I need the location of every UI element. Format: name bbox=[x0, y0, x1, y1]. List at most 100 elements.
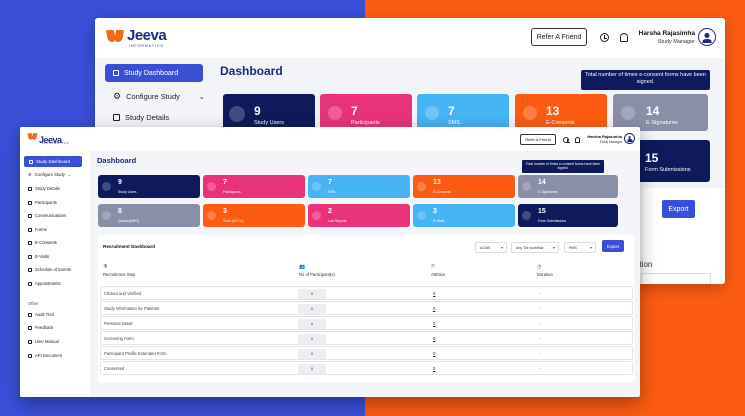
card-value: 15 bbox=[538, 208, 546, 215]
card-visits-ecoa[interactable]: 3 Visits (eCOA) bbox=[203, 204, 305, 227]
bell-icon[interactable] bbox=[620, 33, 628, 42]
card-study-users[interactable]: 9 Study Users bbox=[223, 94, 315, 131]
forms-icon bbox=[28, 227, 32, 232]
sidebar-item-participants[interactable]: Participants bbox=[28, 200, 57, 205]
card-label: Queues(eRO) bbox=[118, 219, 140, 223]
bell-icon[interactable] bbox=[575, 137, 580, 143]
export-button[interactable]: Export bbox=[602, 240, 624, 252]
row-attrition-link[interactable]: 0 bbox=[433, 320, 436, 326]
sidebar-item-label: Feedback bbox=[35, 325, 54, 330]
refer-friend-button[interactable]: Refer A Friend bbox=[520, 134, 556, 145]
e-signatures-tooltip: Total number of times e-consent forms ha… bbox=[522, 160, 604, 173]
sidebar-item-study-dashboard[interactable]: Study Dashboard bbox=[105, 64, 203, 82]
pms-select[interactable]: PMS bbox=[564, 242, 596, 253]
sidebar-item-label: Configure Study bbox=[34, 172, 65, 177]
form-submission-icon bbox=[522, 211, 531, 220]
sidebar-item-appointments[interactable]: Appointments bbox=[28, 281, 61, 286]
table-row: Participant Profile Extended Form 0 0 - bbox=[100, 346, 633, 360]
row-attrition-link[interactable]: 0 bbox=[433, 290, 436, 296]
row-duration: - bbox=[539, 350, 541, 356]
e-consent-icon bbox=[417, 182, 426, 191]
clock-icon[interactable] bbox=[563, 137, 570, 143]
card-lab-reports[interactable]: 2 Lab Reports bbox=[308, 204, 410, 227]
card-label: Visits (eCOA) bbox=[223, 219, 244, 223]
row-attrition-link[interactable]: 0 bbox=[433, 365, 436, 371]
card-value: 7 bbox=[448, 104, 455, 118]
card-label: E-Signatures bbox=[538, 190, 558, 194]
chevron-down-icon[interactable]: ⌄ bbox=[67, 172, 72, 177]
avatar[interactable] bbox=[698, 28, 716, 46]
sidebar-item-schedule-of-events[interactable]: Schedule of Events bbox=[28, 267, 71, 272]
participants-icon bbox=[328, 106, 342, 120]
sidebar-item-configure-study[interactable]: ⚙ Configure Study ⌄ bbox=[113, 91, 205, 102]
card-e-signatures[interactable]: 14 E-Signatures bbox=[613, 94, 708, 131]
sidebar-item-audit-trail[interactable]: Audit Trail bbox=[28, 312, 54, 317]
card-label: SMS bbox=[448, 120, 460, 126]
sidebar-item-e-visits[interactable]: E-Visits bbox=[28, 254, 49, 259]
row-attrition-link[interactable]: 0 bbox=[433, 335, 436, 341]
card-e-visits[interactable]: 3 E-Visits bbox=[413, 204, 515, 227]
card-participants[interactable]: 7 Participants bbox=[320, 94, 412, 131]
user-manual-icon bbox=[28, 339, 32, 344]
table-row: Study Information for Patients 0 0 - bbox=[100, 301, 633, 315]
card-label: Participants bbox=[351, 120, 380, 126]
card-value: 3 bbox=[433, 208, 437, 215]
sidebar-item-api-document[interactable]: API Document bbox=[28, 353, 62, 358]
card-value: 15 bbox=[645, 151, 659, 165]
row-attrition-link[interactable]: 0 bbox=[433, 305, 436, 311]
row-participants: 0 bbox=[298, 333, 326, 344]
chevron-down-icon[interactable]: ⌄ bbox=[198, 93, 205, 101]
sidebar-item-e-consents[interactable]: E-Consents bbox=[28, 240, 57, 245]
sidebar-item-communications[interactable]: Communications bbox=[28, 213, 66, 218]
refer-friend-button[interactable]: Refer A Friend bbox=[531, 28, 587, 46]
clock-icon[interactable] bbox=[600, 33, 609, 42]
row-step: Participant Profile Extended Form bbox=[104, 351, 167, 356]
sidebar-item-study-details[interactable]: Study Details bbox=[113, 113, 169, 122]
sidebar-item-feedback[interactable]: Feedback bbox=[28, 325, 53, 330]
front-window: Jeeva INFORMATICS Refer A Friend Harsha … bbox=[20, 127, 640, 397]
table-row: Personal Detail 0 0 - bbox=[100, 316, 633, 330]
brand-logo: Jeeva INFORMATICS bbox=[28, 132, 68, 148]
card-study-users[interactable]: 9 Study Users bbox=[98, 175, 200, 198]
site-select[interactable]: ACMS bbox=[475, 242, 507, 253]
card-participants[interactable]: 7 Participants bbox=[203, 175, 305, 198]
card-e-signatures[interactable]: 14 E-Signatures bbox=[518, 175, 618, 198]
card-label: Participants bbox=[223, 190, 241, 194]
row-step: Clicked and Verified bbox=[104, 291, 142, 296]
sidebar-item-study-details[interactable]: Study Details bbox=[28, 186, 60, 191]
avatar[interactable] bbox=[624, 133, 635, 144]
card-label: E-Signatures bbox=[646, 120, 678, 126]
row-participants: 0 bbox=[298, 288, 326, 299]
signature-icon bbox=[522, 182, 531, 191]
row-step: Personal Detail bbox=[104, 321, 133, 326]
card-value: 2 bbox=[328, 208, 332, 215]
row-step: Study Information for Patients bbox=[104, 306, 160, 311]
column-attrition: Attrition bbox=[431, 272, 446, 277]
duration-clock-icon: ◷ bbox=[537, 264, 542, 270]
sidebar-item-user-manual[interactable]: User Manual bbox=[28, 339, 59, 344]
card-sms[interactable]: 7 SMS bbox=[417, 94, 509, 131]
gear-icon: ⚙ bbox=[113, 91, 122, 101]
card-e-consents[interactable]: 13 E-Consents bbox=[413, 175, 515, 198]
card-sms[interactable]: 7 SMS bbox=[308, 175, 410, 198]
card-form-submissions[interactable]: 15 Form Submissions bbox=[518, 204, 618, 227]
workflow-select[interactable]: Any TM workflow bbox=[511, 242, 559, 253]
sidebar-item-study-dashboard[interactable]: Study Dashboard bbox=[24, 156, 82, 167]
back-export-button[interactable]: Export bbox=[662, 200, 695, 218]
card-queues[interactable]: 8 Queues(eRO) bbox=[98, 204, 200, 227]
column-participants: No of Participant(s) bbox=[299, 272, 335, 277]
row-duration: - bbox=[539, 365, 541, 371]
card-e-consents[interactable]: 13 E-Consents bbox=[515, 94, 607, 131]
card-label: Form Submissions bbox=[538, 219, 567, 223]
card-value: 3 bbox=[223, 208, 227, 215]
user-name: Harsha Rajasimha bbox=[587, 134, 622, 139]
sidebar-item-label: Communications bbox=[35, 213, 67, 218]
card-label: Form Submissions bbox=[645, 167, 691, 173]
sidebar-section-other: Other bbox=[28, 301, 39, 306]
sidebar-item-label: E-Visits bbox=[35, 254, 50, 259]
sidebar-item-forms[interactable]: Forms bbox=[28, 227, 47, 232]
row-attrition-link[interactable]: 0 bbox=[433, 350, 436, 356]
sidebar-item-configure-study[interactable]: ⚙ Configure Study ⌄ bbox=[28, 172, 71, 177]
row-participants: 0 bbox=[298, 363, 326, 374]
visits-icon bbox=[207, 211, 216, 220]
